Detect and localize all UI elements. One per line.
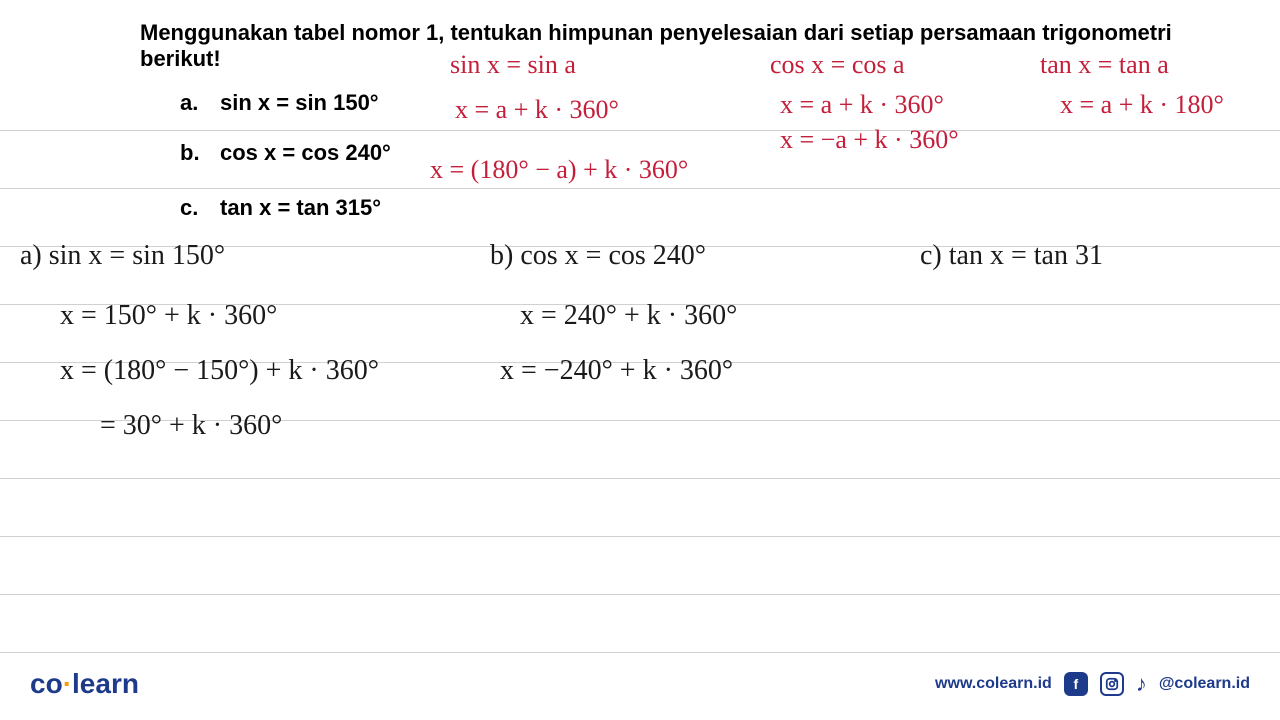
formula-cos-title: cos x = cos a [770,50,905,80]
formula-cos-line2: x = −a + k · 360° [780,125,959,155]
item-c-text: tan x = tan 315° [220,195,381,221]
formula-sin-line2: x = (180° − a) + k · 360° [430,155,688,185]
tiktok-icon: ♪ [1136,671,1147,697]
work-b-title: b) cos x = cos 240° [490,240,706,272]
website-url: www.colearn.id [935,675,1052,693]
ruled-line [0,536,1280,537]
logo-dot-icon: · [63,668,72,699]
footer: co·learn www.colearn.id f ♪ @colearn.id [0,668,1280,700]
social-handle: @colearn.id [1159,675,1250,693]
ruled-line [0,188,1280,189]
work-a-title: a) sin x = sin 150° [20,240,225,272]
facebook-icon: f [1064,672,1088,696]
item-b-text: cos x = cos 240° [220,140,391,166]
logo: co·learn [30,668,139,700]
work-a-line3: = 30° + k · 360° [100,410,282,442]
instagram-icon [1100,672,1124,696]
formula-tan-line1: x = a + k · 180° [1060,90,1224,120]
work-a-line2: x = (180° − 150°) + k · 360° [60,355,379,387]
ruled-line [0,478,1280,479]
item-a-label: a. [180,90,198,116]
question-prompt-line2: berikut! [140,46,221,72]
item-b-label: b. [180,140,200,166]
formula-sin-line1: x = a + k · 360° [455,95,619,125]
work-c-title: c) tan x = tan 31 [920,240,1103,272]
footer-right: www.colearn.id f ♪ @colearn.id [935,671,1250,697]
work-b-line2: x = −240° + k · 360° [500,355,733,387]
item-a-text: sin x = sin 150° [220,90,379,116]
work-b-line1: x = 240° + k · 360° [520,300,737,332]
work-a-line1: x = 150° + k · 360° [60,300,277,332]
ruled-line [0,652,1280,653]
formula-tan-title: tan x = tan a [1040,50,1169,80]
ruled-line [0,130,1280,131]
formula-cos-line1: x = a + k · 360° [780,90,944,120]
item-c-label: c. [180,195,198,221]
page: Menggunakan tabel nomor 1, tentukan himp… [0,0,1280,720]
logo-co: co [30,668,63,699]
logo-learn: learn [72,668,139,699]
question-prompt-line1: Menggunakan tabel nomor 1, tentukan himp… [140,20,1172,46]
formula-sin-title: sin x = sin a [450,50,576,80]
ruled-line [0,594,1280,595]
